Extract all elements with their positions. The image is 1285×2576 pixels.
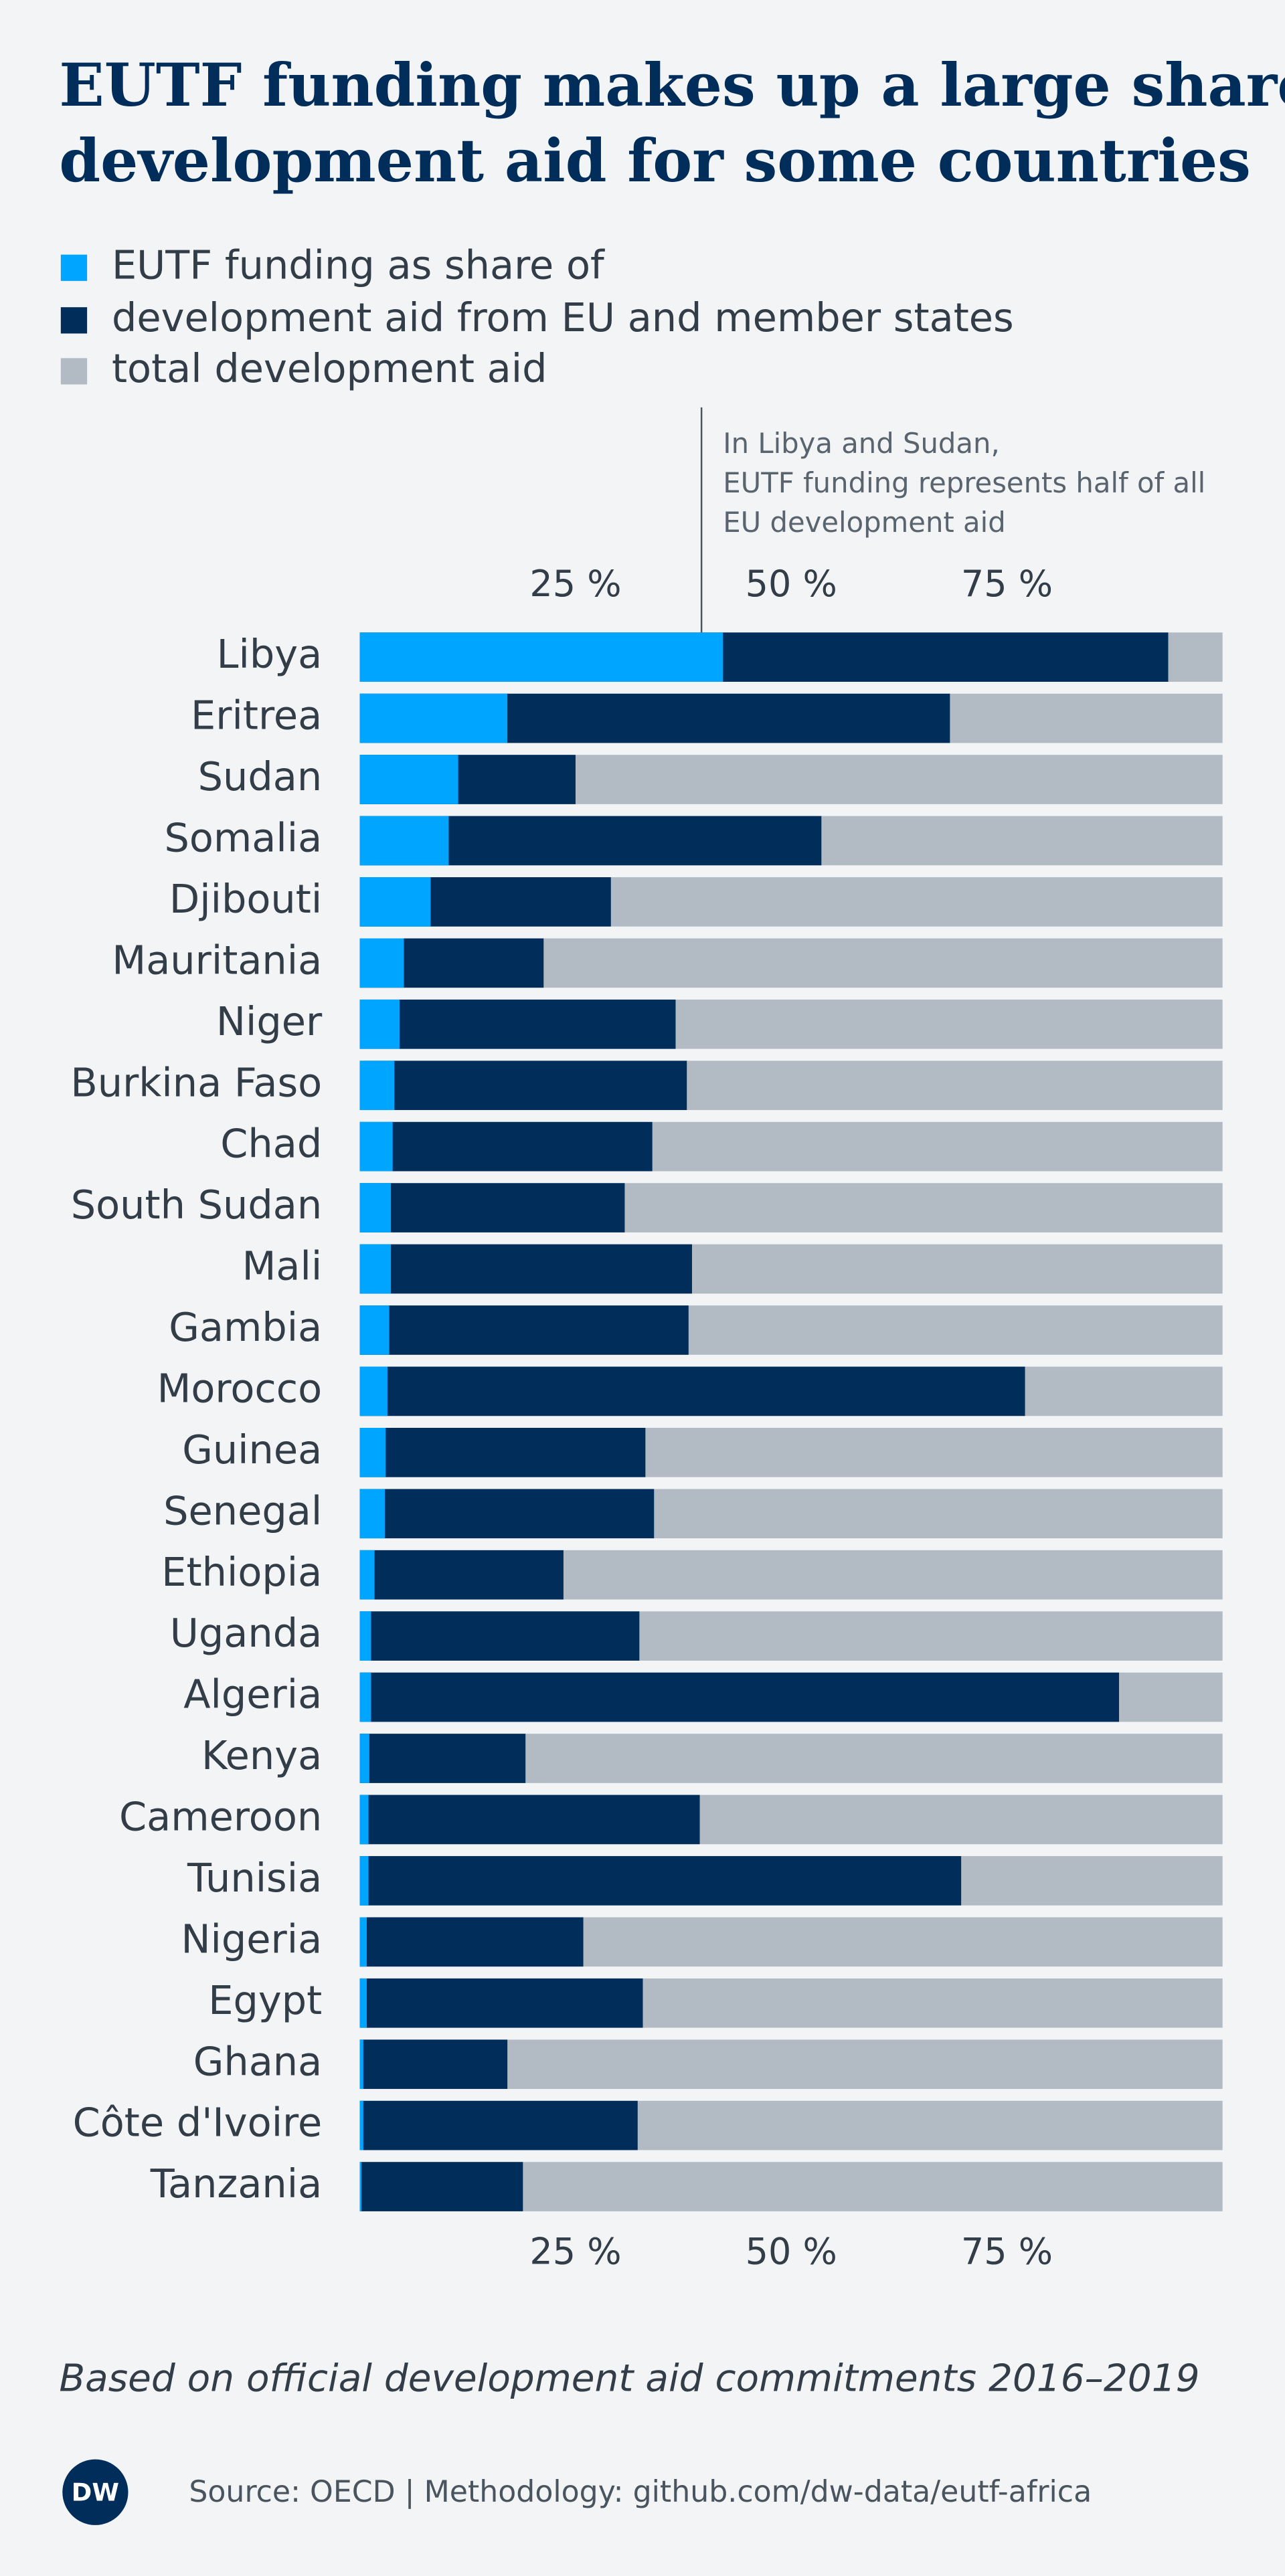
y-tick-label: Mali [242,1243,323,1289]
y-tick-label: Libya [217,631,323,677]
y-tick-label: Kenya [201,1732,322,1778]
bar [359,1244,692,1294]
legend-title: EUTF funding as share of [112,242,605,288]
bar [359,999,400,1049]
bar [359,2162,362,2211]
bar [359,1550,375,1600]
bar [359,1183,392,1232]
source: Source: OECD | Methodology: github.com/d… [189,2475,1092,2509]
y-tick-label: Niger [216,998,323,1044]
y-tick-label: Uganda [170,1610,322,1656]
bar [359,1061,687,1111]
bar [359,1428,646,1477]
bar [359,1305,390,1355]
y-tick-label: Senegal [163,1487,322,1534]
x-tick-label: 75 % [961,563,1053,605]
bar [359,1428,386,1477]
footnote: Based on official development aid commit… [59,2357,1199,2400]
bar [359,938,404,988]
chart-title: EUTF funding makes up a large share of [59,50,1285,120]
bar [359,1366,1025,1416]
bar [359,1061,395,1111]
y-tick-label: Ethiopia [161,1549,322,1595]
legend-swatch [60,307,88,334]
bar [359,632,723,682]
bar [359,999,676,1049]
bar [359,1489,386,1539]
bar [359,1183,625,1232]
x-tick-label: 25 % [529,563,621,605]
y-tick-label: Ghana [193,2038,323,2084]
logo-circle [62,2459,128,2525]
bar [359,1917,584,1967]
bar [359,1978,643,2028]
bar [359,1734,526,1783]
legend-label: total development aid [112,345,547,391]
x-tick-label: 50 % [746,563,837,605]
y-tick-label: Chad [220,1121,322,1167]
bar [359,1305,689,1355]
bar [359,755,458,804]
y-tick-label: Tunisia [187,1855,322,1901]
bar [359,1672,1120,1722]
y-tick-label: Guinea [182,1427,322,1473]
bar [359,1734,369,1783]
y-tick-label: Morocco [157,1366,323,1412]
bar [359,1489,655,1539]
bar [359,1856,962,1906]
bar [359,693,508,743]
y-tick-label: Sudan [198,753,323,800]
bar [359,877,431,927]
bar [359,2039,508,2090]
bar [359,1611,371,1661]
legend-label: development aid from EU and member state… [112,294,1014,341]
chart-title: development aid for some countries [59,126,1251,195]
y-tick-label: Burkina Faso [70,1059,322,1105]
logo: DW [72,2478,119,2507]
legend-swatch [60,254,88,281]
y-tick-label: Eritrea [191,693,322,739]
y-tick-label: Djibouti [169,876,322,922]
bar [359,2100,363,2150]
y-tick-label: Nigeria [181,1916,322,1962]
y-tick-label: Cameroon [119,1794,322,1840]
bar [359,816,449,866]
x-tick-label: 25 % [529,2230,621,2272]
y-tick-label: Gambia [169,1304,322,1350]
y-tick-label: Algeria [183,1671,322,1718]
bar [359,2100,638,2150]
legend-swatch [60,358,88,385]
bar [359,2039,363,2090]
annotation-text: In Libya and Sudan, [723,427,999,460]
x-tick-label: 75 % [961,2230,1053,2272]
bar [359,1856,369,1906]
annotation-text: EUTF funding represents half of all [723,466,1205,499]
annotation-text: EU development aid [723,506,1005,539]
bar [359,1795,700,1845]
y-tick-label: South Sudan [71,1182,322,1228]
x-tick-label: 50 % [746,2230,837,2272]
bar [359,1978,367,2028]
y-tick-label: Somalia [164,815,322,861]
bar [359,2162,523,2211]
y-tick-label: Tanzania [150,2160,322,2207]
bar [359,1550,564,1600]
bar [359,1917,367,1967]
bar [359,1672,371,1722]
bar [359,1795,369,1845]
bar [359,1366,388,1416]
y-tick-label: Mauritania [112,937,322,983]
bar [359,1244,392,1294]
bar [359,1121,653,1172]
y-tick-label: Egypt [208,1977,322,2023]
bar [359,1121,393,1172]
y-tick-label: Côte d'Ivoire [73,2100,323,2146]
bar [359,1611,640,1661]
